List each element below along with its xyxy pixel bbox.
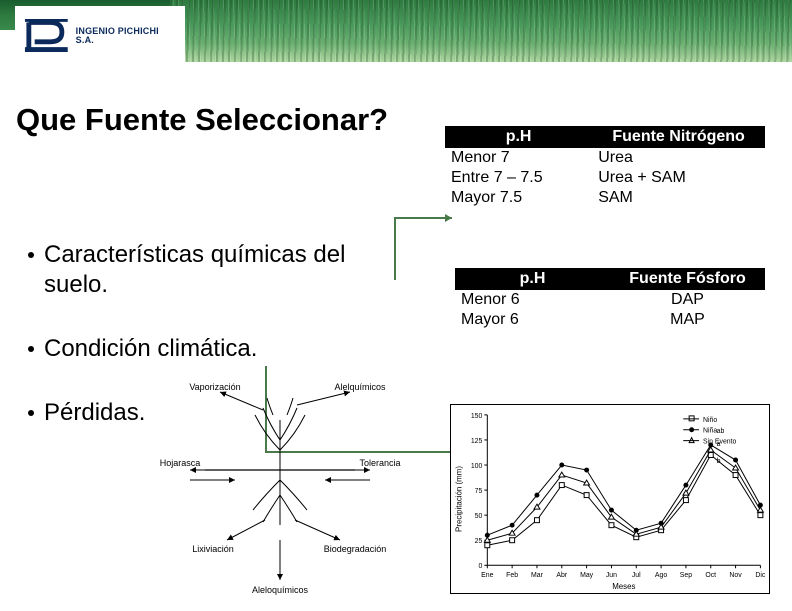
svg-text:b: b: [717, 458, 721, 465]
svg-text:0: 0: [479, 563, 483, 570]
svg-text:Dic: Dic: [755, 572, 766, 579]
table-cell: Entre 7 – 7.5: [445, 168, 592, 188]
svg-text:Ene: Ene: [481, 572, 493, 579]
svg-text:Jul: Jul: [632, 572, 641, 579]
svg-text:75: 75: [475, 488, 483, 495]
logo-company-name: INGENIO PICHICHI S.A.: [76, 27, 177, 45]
loss-cycle-diagram: Vaporización Alelquímicos Hojarasca Tole…: [145, 380, 415, 600]
table-header: p.H: [445, 126, 592, 148]
svg-text:Niño: Niño: [703, 417, 717, 424]
svg-text:Meses: Meses: [612, 582, 635, 591]
svg-text:150: 150: [471, 413, 483, 420]
svg-text:100: 100: [471, 463, 483, 470]
bullet-text: Características químicas del suelo.: [44, 240, 408, 300]
table-row: Menor 6 DAP: [455, 290, 765, 310]
svg-text:Niña: Niña: [703, 428, 717, 435]
table-header: Fuente Fósforo: [610, 268, 765, 290]
table-row: Menor 7 Urea: [445, 148, 765, 168]
table-cell: Urea: [592, 148, 765, 168]
svg-text:Nov: Nov: [729, 572, 742, 579]
svg-text:Sep: Sep: [680, 572, 692, 579]
bullet-dot-icon: [28, 346, 34, 352]
table-row: Entre 7 – 7.5 Urea + SAM: [445, 168, 765, 188]
svg-text:Lixiviación: Lixiviación: [192, 544, 234, 554]
bullet-item: Características químicas del suelo.: [28, 240, 408, 300]
company-logo: INGENIO PICHICHI S.A.: [15, 6, 185, 66]
svg-text:Aleloquímicos: Aleloquímicos: [252, 585, 309, 595]
svg-text:50: 50: [475, 513, 483, 520]
bullet-text: Condición climática.: [44, 334, 257, 364]
table-cell: SAM: [592, 188, 765, 208]
svg-text:Mar: Mar: [531, 572, 544, 579]
table-cell: Mayor 7.5: [445, 188, 592, 208]
table-row: Mayor 6 MAP: [455, 310, 765, 330]
phosphorus-table: p.H Fuente Fósforo Menor 6 DAP Mayor 6 M…: [455, 268, 765, 330]
table-cell: Menor 6: [455, 290, 610, 310]
svg-text:Oct: Oct: [705, 572, 716, 579]
bullet-dot-icon: [28, 252, 34, 258]
table-cell: MAP: [610, 310, 765, 330]
svg-text:Tolerancia: Tolerancia: [359, 458, 400, 468]
logo-mark-icon: [23, 16, 70, 56]
svg-text:25: 25: [475, 538, 483, 545]
svg-text:125: 125: [471, 438, 483, 445]
table-header-row: p.H Fuente Nitrógeno: [445, 126, 765, 148]
svg-text:Jun: Jun: [606, 572, 617, 579]
table-row: Mayor 7.5 SAM: [445, 188, 765, 208]
table-header: p.H: [455, 268, 610, 290]
bullet-item: Condición climática.: [28, 334, 408, 364]
table-cell: DAP: [610, 290, 765, 310]
nitrogen-table: p.H Fuente Nitrógeno Menor 7 Urea Entre …: [445, 126, 765, 208]
slide-title: Que Fuente Seleccionar?: [16, 102, 388, 138]
svg-text:Hojarasca: Hojarasca: [160, 458, 201, 468]
slide-header: INGENIO PICHICHI S.A.: [0, 0, 792, 72]
table-cell: Urea + SAM: [592, 168, 765, 188]
svg-text:Ago: Ago: [655, 572, 667, 579]
svg-text:Biodegradación: Biodegradación: [324, 544, 387, 554]
svg-text:Feb: Feb: [506, 572, 518, 579]
svg-text:ab: ab: [717, 428, 725, 435]
table-header: Fuente Nitrógeno: [592, 126, 765, 148]
precipitation-chart: 0 25 50 75 100 125 150 Ene Feb Mar Abr May Jun Jul Ago…: [450, 404, 770, 594]
bullet-dot-icon: [28, 410, 34, 416]
svg-text:May: May: [580, 572, 594, 579]
svg-text:a: a: [717, 441, 721, 448]
table-header-row: p.H Fuente Fósforo: [455, 268, 765, 290]
bullet-text: Pérdidas.: [44, 398, 145, 428]
table-cell: Menor 7: [445, 148, 592, 168]
svg-text:Alelquímicos: Alelquímicos: [334, 382, 386, 392]
svg-text:Abr: Abr: [556, 572, 567, 579]
header-grass-image: [170, 0, 792, 62]
svg-text:Precipitación (mm): Precipitación (mm): [455, 466, 464, 532]
table-cell: Mayor 6: [455, 310, 610, 330]
diagram-label: Vaporización: [189, 382, 240, 392]
